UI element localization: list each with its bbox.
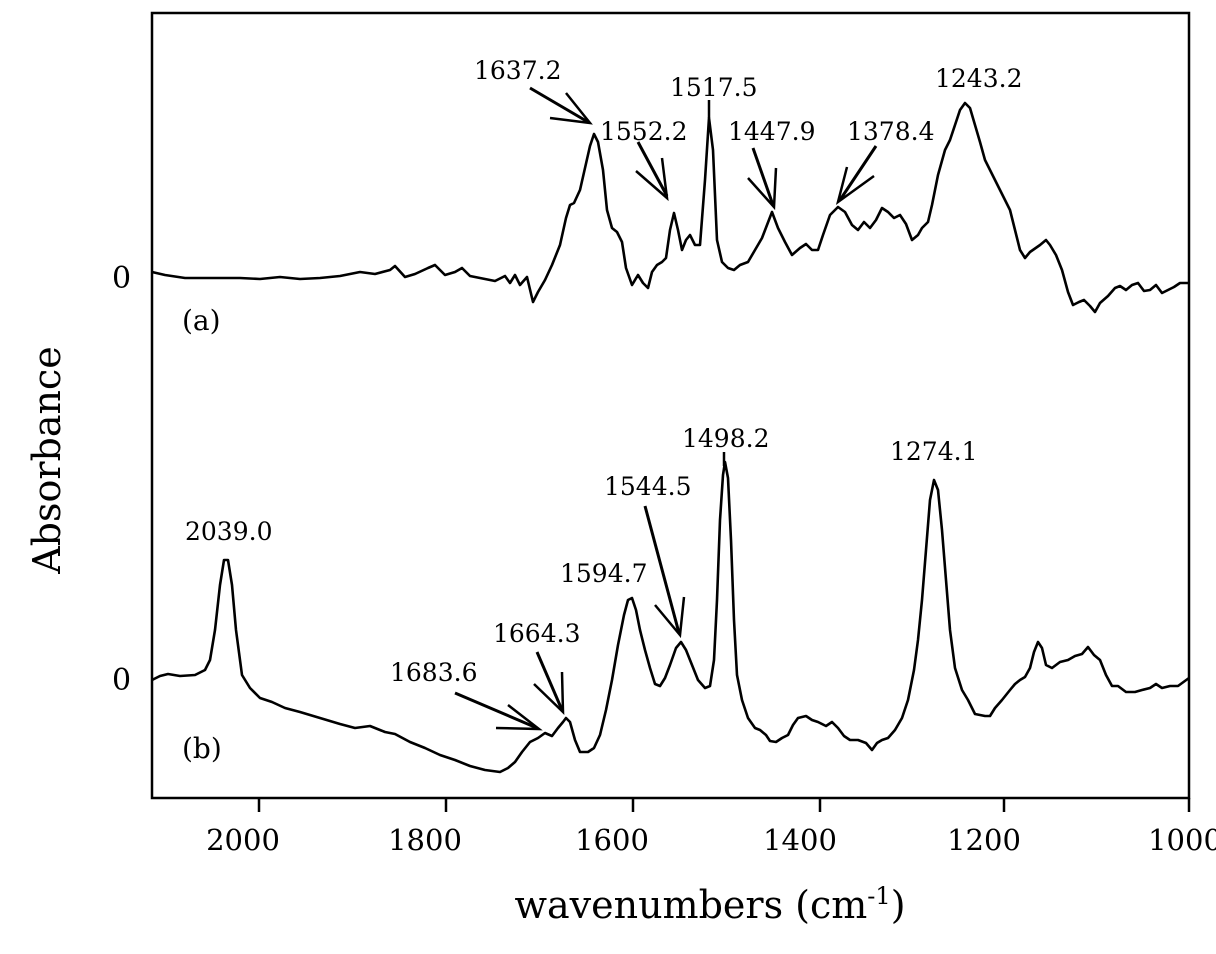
arrow-1637: [529, 86, 589, 124]
peak-label-2039: 2039.0: [185, 517, 272, 546]
y-axis-title: Absorbance: [25, 346, 69, 575]
arrowhead-1664: [533, 671, 565, 716]
peak-label-1378: 1378.4: [847, 117, 934, 146]
arrowhead-1378: [835, 166, 875, 206]
peak-arrows: [454, 86, 878, 731]
arrow-1683: [454, 691, 538, 730]
peak-label-1683: 1683.6: [390, 658, 477, 687]
spectrum-b-line: [151, 460, 1190, 774]
arrowhead-1447: [747, 167, 778, 211]
plot-frame: [150, 11, 1191, 800]
x-tick-1200: 1200: [947, 823, 1021, 857]
x-tick-labels: 2000 1800 1600 1400 1200 1000: [206, 823, 1216, 857]
x-ticks: [257, 798, 1191, 812]
x-tick-1600: 1600: [575, 823, 649, 857]
x-tick-1000: 1000: [1148, 823, 1216, 857]
x-tick-2000: 2000: [206, 823, 280, 857]
peak-label-1637: 1637.2: [474, 56, 561, 85]
arrowhead-1544: [654, 596, 686, 639]
peak-labels-b: 2039.0 1683.6 1664.3 1594.7 1544.5 1498.…: [185, 424, 977, 687]
arrow-1544: [643, 505, 681, 634]
arrowhead-1637: [549, 92, 593, 125]
peak-label-1544: 1544.5: [604, 472, 691, 501]
peak-label-1274: 1274.1: [890, 437, 977, 466]
peak-label-1664: 1664.3: [493, 619, 580, 648]
peak-label-1243: 1243.2: [935, 64, 1022, 93]
peak-label-1552: 1552.2: [600, 117, 687, 146]
arrowhead-1683: [495, 704, 543, 731]
x-tick-1400: 1400: [763, 823, 837, 857]
zero-label-b: 0: [112, 663, 131, 698]
spectrum-a-line: [151, 101, 1189, 314]
x-tick-1800: 1800: [388, 823, 462, 857]
x-axis-title: wavenumbers (cm-1): [514, 882, 905, 927]
peak-labels-a: 1637.2 1552.2 1517.5 1447.9 1378.4 1243.…: [474, 56, 1022, 146]
peak-label-1594: 1594.7: [560, 559, 647, 588]
peak-label-1517: 1517.5: [670, 73, 757, 102]
arrow-1378: [838, 145, 878, 201]
series-label-b: (b): [182, 732, 222, 765]
series-label-a: (a): [182, 304, 221, 337]
zero-label-a: 0: [112, 261, 131, 296]
peak-label-1447: 1447.9: [728, 117, 815, 146]
arrowhead-1552: [635, 157, 669, 202]
arrow-1552: [636, 141, 669, 197]
arrow-1664: [535, 651, 564, 711]
peak-label-1498: 1498.2: [682, 424, 769, 453]
arrow-1447: [751, 147, 775, 206]
